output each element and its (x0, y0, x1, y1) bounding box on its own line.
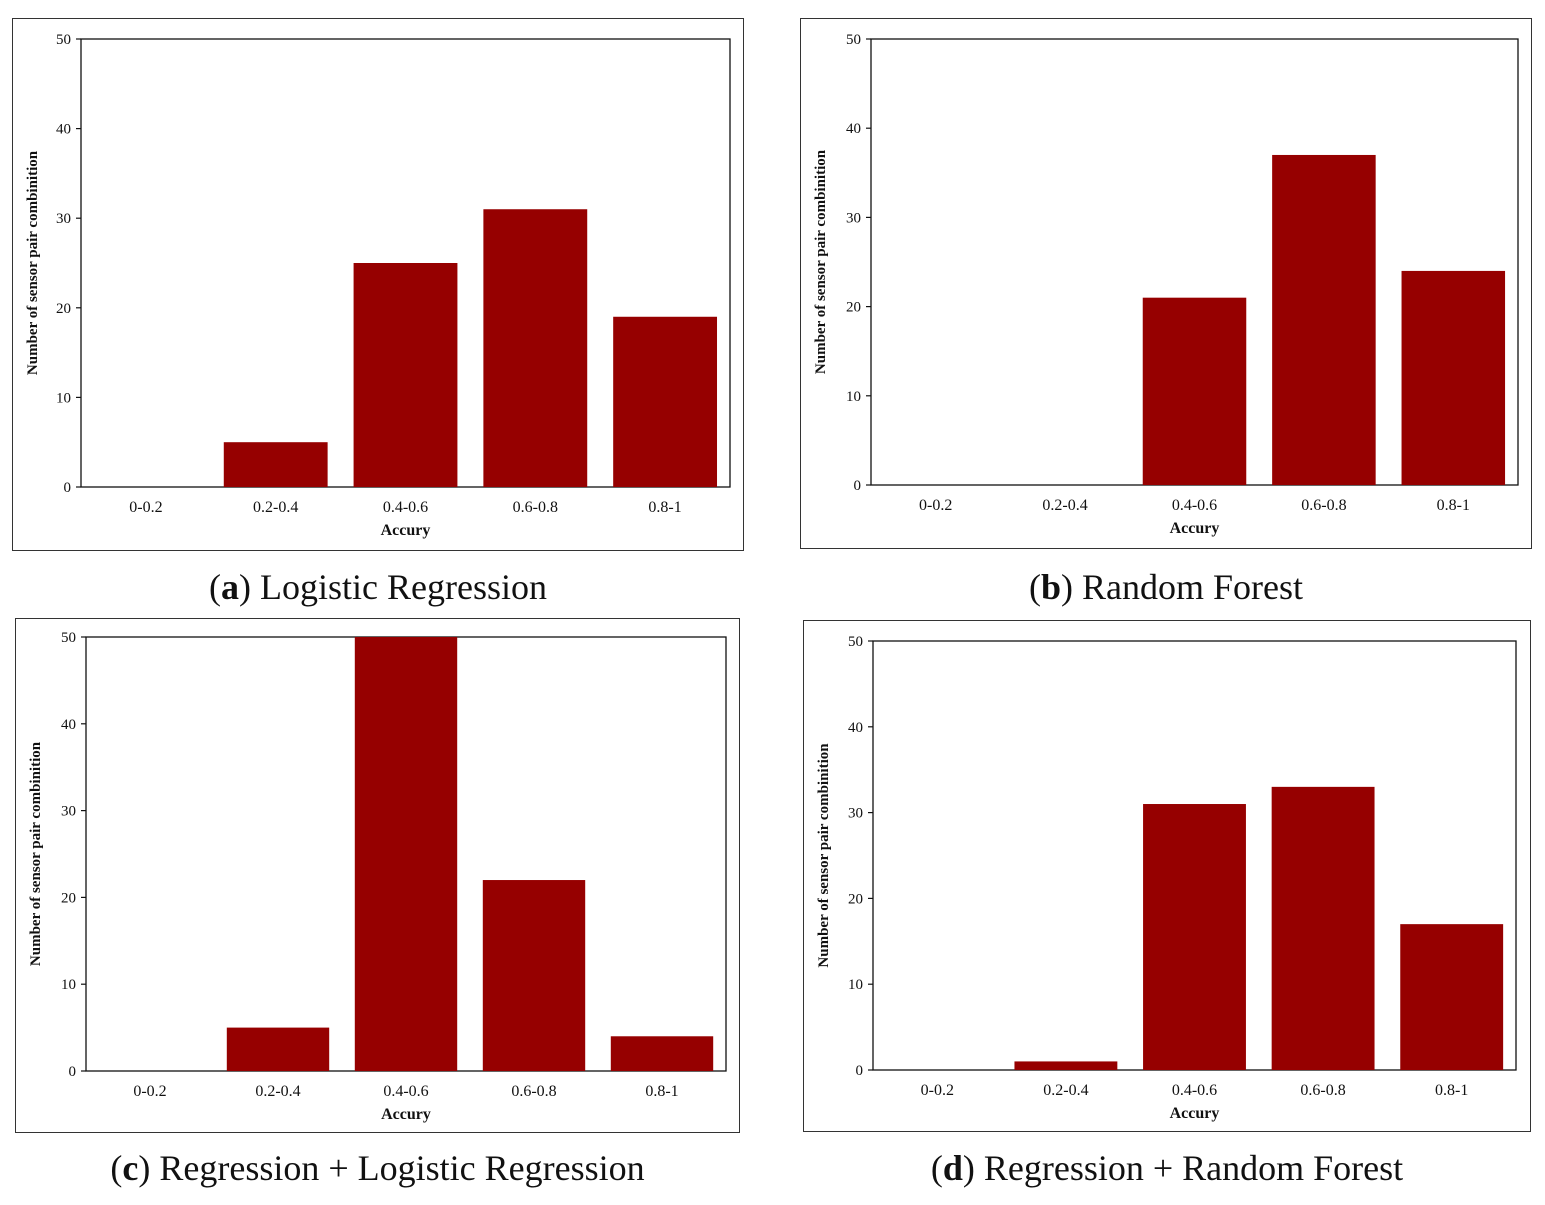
x-tick-label-a-0.2-0.4: 0.2-0.4 (253, 499, 298, 516)
bar-d-0.4-0.6 (1143, 804, 1246, 1070)
bar-a-0.4-0.6 (353, 263, 458, 487)
y-tick-label-a-50: 50 (56, 32, 71, 48)
y-tick-label-d-0: 0 (856, 1063, 864, 1079)
bar-a-0.8-1 (613, 316, 718, 487)
y-tick-label-b-50: 50 (846, 32, 861, 48)
y-tick-label-d-30: 30 (848, 806, 863, 822)
x-tick-label-b-0.2-0.4: 0.2-0.4 (1042, 497, 1087, 514)
y-tick-label-d-40: 40 (848, 720, 863, 736)
x-tick-label-a-0.8-1: 0.8-1 (648, 499, 681, 516)
bar-b-0.8-1 (1401, 270, 1506, 485)
x-tick-label-b-0-0.2: 0-0.2 (919, 497, 952, 514)
x-tick-label-d-0-0.2: 0-0.2 (921, 1082, 954, 1099)
x-tick-label-c-0.6-0.8: 0.6-0.8 (511, 1083, 556, 1100)
caption-d-letter: d (942, 1148, 963, 1188)
caption-d: (d) Regression + Random Forest (930, 1148, 1404, 1188)
x-axis-label-c: Accury (381, 1106, 431, 1123)
bar-b-0.6-0.8 (1272, 154, 1376, 485)
y-axis-label-d: Number of sensor pair combinition (816, 743, 832, 968)
y-tick-label-c-20: 20 (61, 890, 76, 906)
x-axis-label-b: Accury (1170, 520, 1220, 537)
chart-c-svg: 0 10 20 30 40 50 0-0.2 0.2-0.4 0.4-0.6 0.6-0.8 0.8… (28, 630, 727, 1123)
bar-d-0.6-0.8 (1271, 786, 1375, 1070)
chart-panel-b: 0 10 20 30 40 50 0-0.2 0.2-0.4 0.4-0.6 0.6-0.8 0.8… (800, 18, 1532, 549)
caption-c: (c) Regression + Logistic Regression (110, 1148, 645, 1188)
y-axis-label-a: Number of sensor pair combinition (25, 150, 41, 375)
y-axis-label-c: Number of sensor pair combinition (28, 741, 44, 966)
bar-d-0.2-0.4 (1014, 1061, 1118, 1070)
x-tick-label-b-0.6-0.8: 0.6-0.8 (1301, 497, 1346, 514)
caption-c-text: Regression + Logistic Regression (159, 1148, 645, 1188)
y-tick-label-c-0: 0 (69, 1064, 77, 1080)
x-tick-label-d-0.8-1: 0.8-1 (1435, 1082, 1468, 1099)
caption-a-text: Logistic Regression (260, 567, 547, 607)
x-tick-label-b-0.4-0.6: 0.4-0.6 (1172, 497, 1217, 514)
chart-panel-c: 0 10 20 30 40 50 0-0.2 0.2-0.4 0.4-0.6 0.6-0.8 0.8… (15, 618, 740, 1133)
chart-a-svg: 0 10 20 30 40 50 0-0.2 0.2-0.4 0.4-0.6 0.6-0.8 0.8… (25, 32, 731, 539)
bar-b-0.4-0.6 (1142, 297, 1247, 485)
y-tick-label-a-40: 40 (56, 122, 71, 138)
bar-a-0.6-0.8 (483, 209, 588, 488)
y-tick-label-b-30: 30 (846, 210, 861, 226)
caption-a: (a) Logistic Regression (209, 567, 547, 607)
x-tick-label-d-0.2-0.4: 0.2-0.4 (1043, 1082, 1088, 1099)
x-tick-label-c-0.8-1: 0.8-1 (645, 1083, 678, 1100)
caption-c-letter: c (122, 1148, 139, 1188)
y-tick-label-c-30: 30 (61, 804, 76, 820)
x-axis-label-a: Accury (381, 522, 431, 539)
x-tick-label-d-0.4-0.6: 0.4-0.6 (1172, 1082, 1217, 1099)
x-tick-label-d-0.6-0.8: 0.6-0.8 (1300, 1082, 1345, 1099)
y-tick-label-d-50: 50 (848, 634, 863, 650)
bar-c-0.2-0.4 (226, 1027, 330, 1071)
x-tick-label-c-0.2-0.4: 0.2-0.4 (255, 1083, 300, 1100)
y-tick-label-b-20: 20 (846, 300, 861, 316)
y-tick-label-a-10: 10 (56, 390, 71, 406)
bar-c-0.6-0.8 (482, 880, 586, 1071)
y-tick-label-b-10: 10 (846, 389, 861, 405)
y-tick-label-b-0: 0 (854, 478, 862, 494)
y-tick-label-d-10: 10 (848, 977, 863, 993)
x-tick-label-c-0-0.2: 0-0.2 (133, 1083, 166, 1100)
bar-c-0.4-0.6 (354, 637, 458, 1071)
caption-b-text: Random Forest (1082, 567, 1304, 607)
bar-d-0.8-1 (1400, 924, 1504, 1070)
y-axis-label-b: Number of sensor pair combinition (813, 149, 829, 374)
caption-b: (b) Random Forest (1028, 567, 1304, 607)
bar-c-0.8-1 (610, 1036, 714, 1071)
y-tick-label-c-10: 10 (61, 977, 76, 993)
chart-panel-d: 0 10 20 30 40 50 0-0.2 0.2-0.4 0.4-0.6 0.6-0.8 0.8… (803, 620, 1531, 1132)
x-tick-label-b-0.8-1: 0.8-1 (1437, 497, 1470, 514)
x-axis-label-d: Accury (1170, 1105, 1220, 1122)
chart-panel-a: 0 10 20 30 40 50 0-0.2 0.2-0.4 0.4-0.6 0.6-0.8 0.8… (12, 18, 744, 551)
y-tick-label-b-40: 40 (846, 121, 861, 137)
x-tick-label-c-0.4-0.6: 0.4-0.6 (383, 1083, 428, 1100)
x-tick-label-a-0.4-0.6: 0.4-0.6 (383, 499, 428, 516)
caption-b-letter: b (1040, 567, 1062, 607)
chart-b-svg: 0 10 20 30 40 50 0-0.2 0.2-0.4 0.4-0.6 0.6-0.8 0.8… (813, 32, 1519, 537)
x-tick-label-a-0.6-0.8: 0.6-0.8 (513, 499, 558, 516)
y-tick-label-c-50: 50 (61, 630, 76, 646)
y-tick-label-a-0: 0 (64, 480, 72, 496)
caption-a-letter: a (221, 567, 240, 607)
y-tick-label-c-40: 40 (61, 717, 76, 733)
y-tick-label-d-20: 20 (848, 891, 863, 907)
chart-d-svg: 0 10 20 30 40 50 0-0.2 0.2-0.4 0.4-0.6 0.6-0.8 0.8… (816, 634, 1517, 1122)
caption-d-text: Regression + Random Forest (983, 1148, 1404, 1188)
y-tick-label-a-20: 20 (56, 301, 71, 317)
bar-a-0.2-0.4 (223, 442, 328, 487)
y-tick-label-a-30: 30 (56, 211, 71, 227)
x-tick-label-a-0-0.2: 0-0.2 (129, 499, 162, 516)
